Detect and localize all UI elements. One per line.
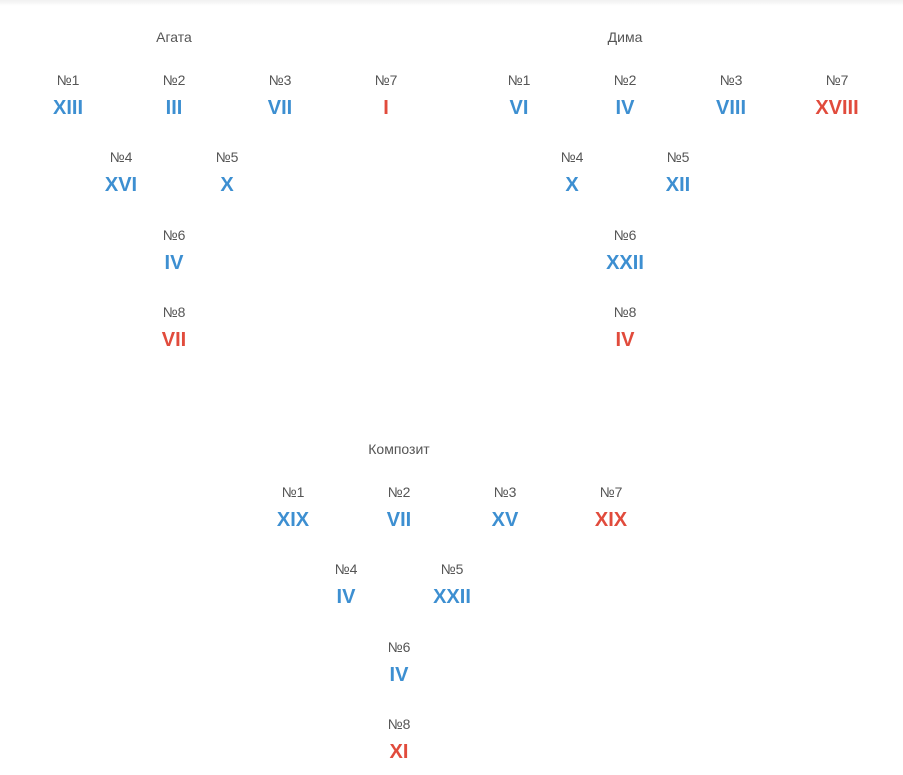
cell-label: №7 [599, 484, 623, 500]
cell-value: XVI [104, 174, 138, 196]
agata-matrix: Агата №1 XIII №2 III №3 VII №7 I №4 XVI … [0, 0, 450, 775]
cell-value: XXII [606, 252, 644, 274]
cell-label: №5 [440, 561, 464, 577]
composite-cell-4: №4 IV [306, 560, 386, 610]
cell-label: №8 [613, 304, 637, 320]
composite-cell-5: №5 XXII [412, 560, 492, 610]
agata-title: Агата [156, 29, 192, 45]
cell-value: XI [389, 741, 409, 763]
cell-label: №8 [387, 716, 411, 732]
cell-value: XXII [433, 586, 471, 608]
cell-value: I [383, 97, 389, 119]
agata-cell-3: №3 VII [240, 71, 320, 121]
cell-value: IV [389, 664, 409, 686]
agata-cell-8: №8 VII [134, 303, 214, 353]
cell-value: XVIII [815, 97, 859, 119]
cell-label: №1 [56, 72, 80, 88]
cell-label: №5 [215, 149, 239, 165]
cell-value: XIX [594, 509, 628, 531]
dima-title: Дима [607, 29, 643, 45]
cell-label: №5 [666, 149, 690, 165]
cell-label: №7 [374, 72, 398, 88]
cell-label: №3 [268, 72, 292, 88]
cell-label: №4 [560, 149, 584, 165]
cell-value: VIII [715, 97, 746, 119]
top-shadow [0, 0, 903, 6]
cell-value: IV [164, 252, 184, 274]
cell-value: X [220, 174, 234, 196]
agata-cell-7: №7 I [346, 71, 426, 121]
composite-cell-2: №2 VII [359, 483, 439, 533]
composite-cell-6: №6 IV [359, 638, 439, 688]
dima-cell-5: №5 XII [638, 148, 718, 198]
cell-value: XIII [52, 97, 83, 119]
cell-label: №6 [613, 227, 637, 243]
dima-cell-3: №3 VIII [691, 71, 771, 121]
dima-cell-7: №7 XVIII [797, 71, 877, 121]
cell-value: III [165, 97, 183, 119]
dima-cell-1: №1 VI [479, 71, 559, 121]
cell-label: №4 [109, 149, 133, 165]
cell-label: №2 [162, 72, 186, 88]
cell-value: XV [491, 509, 519, 531]
cell-value: VI [509, 97, 529, 119]
dima-cell-2: №2 IV [585, 71, 665, 121]
cell-value: IV [615, 97, 635, 119]
cell-value: IV [615, 329, 635, 351]
cell-value: VII [386, 509, 412, 531]
cell-label: №3 [493, 484, 517, 500]
dima-cell-6: №6 XXII [585, 226, 665, 276]
agata-cell-6: №6 IV [134, 226, 214, 276]
cell-label: №1 [281, 484, 305, 500]
cell-value: VII [161, 329, 187, 351]
cell-label: №6 [387, 639, 411, 655]
composite-cell-3: №3 XV [465, 483, 545, 533]
agata-cell-1: №1 XIII [28, 71, 108, 121]
cell-label: №2 [613, 72, 637, 88]
cell-label: №7 [825, 72, 849, 88]
cell-value: IV [336, 586, 356, 608]
agata-cell-2: №2 III [134, 71, 214, 121]
cell-value: X [565, 174, 579, 196]
composite-cell-7: №7 XIX [571, 483, 651, 533]
cell-label: №3 [719, 72, 743, 88]
agata-cell-4: №4 XVI [81, 148, 161, 198]
composite-cell-1: №1 XIX [253, 483, 333, 533]
cell-value: VII [267, 97, 293, 119]
composite-title: Композит [368, 441, 430, 457]
cell-label: №4 [334, 561, 358, 577]
cell-label: №6 [162, 227, 186, 243]
agata-cell-5: №5 X [187, 148, 267, 198]
cell-label: №8 [162, 304, 186, 320]
cell-label: №1 [507, 72, 531, 88]
cell-label: №2 [387, 484, 411, 500]
dima-cell-8: №8 IV [585, 303, 665, 353]
cell-value: XIX [276, 509, 310, 531]
composite-cell-8: №8 XI [359, 715, 439, 765]
dima-cell-4: №4 X [532, 148, 612, 198]
cell-value: XII [665, 174, 691, 196]
